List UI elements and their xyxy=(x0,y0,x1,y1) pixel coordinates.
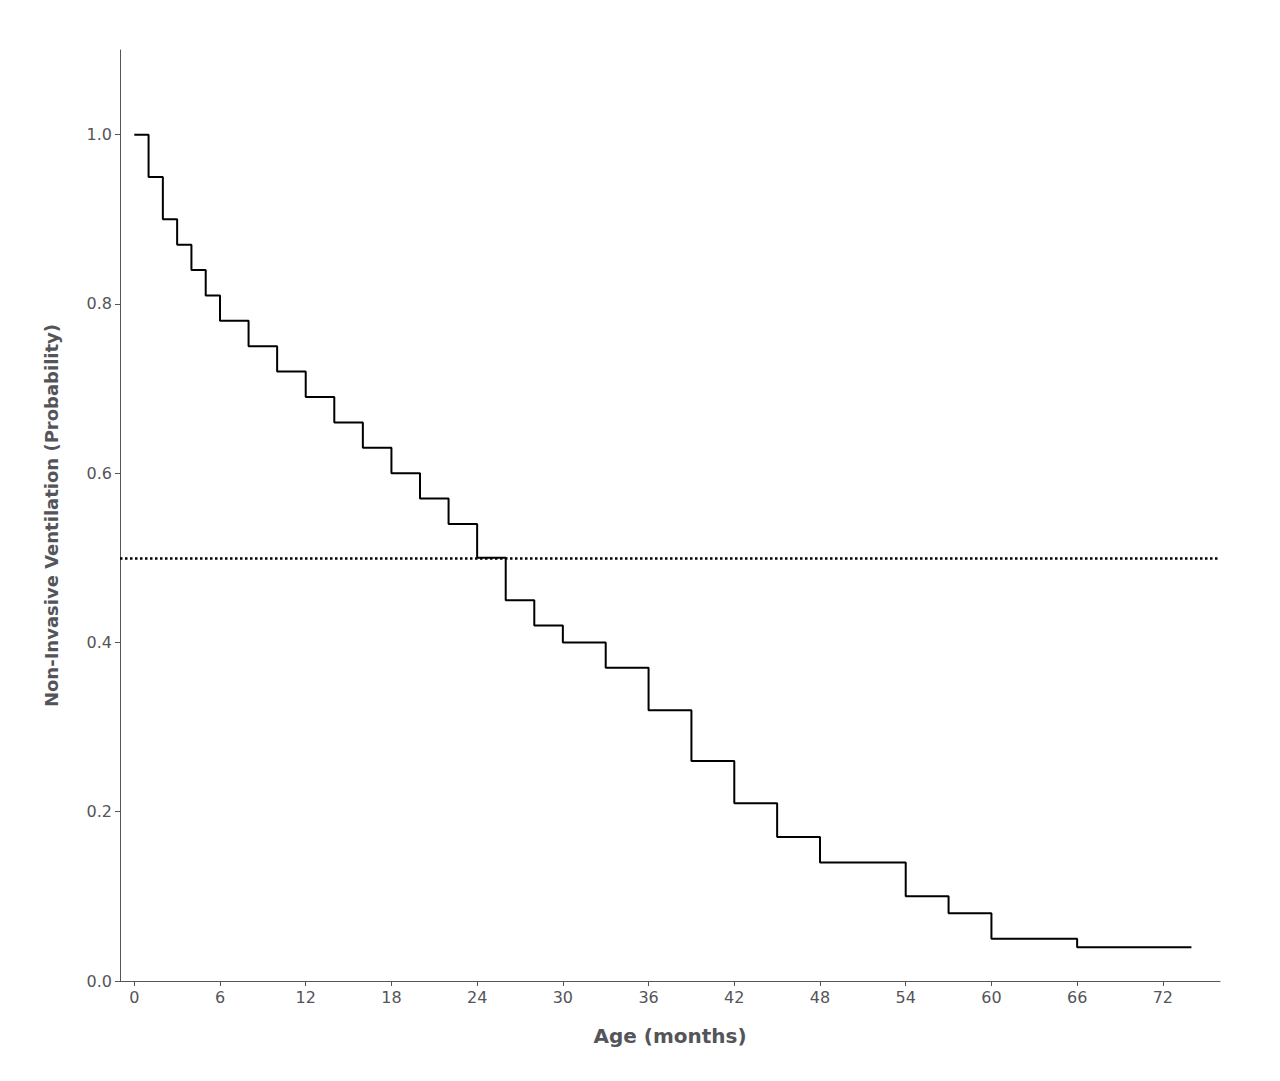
svg-text:66: 66 xyxy=(1067,988,1087,1007)
svg-text:60: 60 xyxy=(981,988,1001,1007)
svg-text:48: 48 xyxy=(810,988,830,1007)
svg-text:0: 0 xyxy=(129,988,139,1007)
svg-text:54: 54 xyxy=(896,988,916,1007)
svg-text:Non-Invasive Ventilation (Prob: Non-Invasive Ventilation (Probability) xyxy=(41,324,62,707)
svg-text:0.4: 0.4 xyxy=(87,633,112,652)
svg-text:36: 36 xyxy=(638,988,658,1007)
svg-text:0.2: 0.2 xyxy=(87,802,112,821)
svg-text:0.8: 0.8 xyxy=(87,294,112,313)
svg-text:24: 24 xyxy=(467,988,487,1007)
svg-text:0.0: 0.0 xyxy=(87,972,112,991)
svg-text:72: 72 xyxy=(1153,988,1173,1007)
svg-text:0.6: 0.6 xyxy=(87,464,112,483)
svg-text:1.0: 1.0 xyxy=(87,125,112,144)
svg-text:6: 6 xyxy=(215,988,225,1007)
svg-text:42: 42 xyxy=(724,988,744,1007)
svg-text:18: 18 xyxy=(381,988,401,1007)
svg-text:30: 30 xyxy=(553,988,573,1007)
svg-text:12: 12 xyxy=(296,988,316,1007)
svg-text:Age (months): Age (months) xyxy=(593,1024,746,1048)
